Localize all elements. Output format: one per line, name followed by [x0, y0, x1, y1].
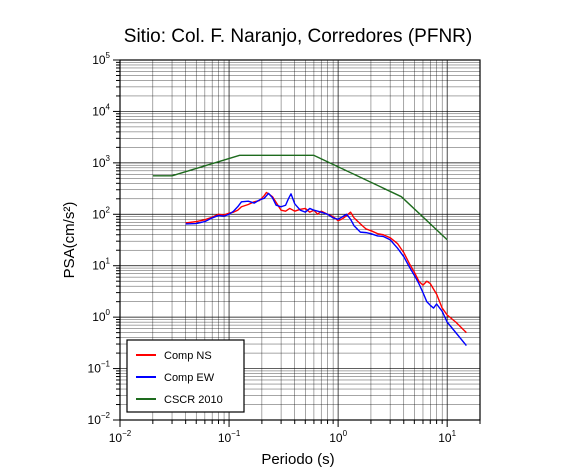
series-line-cscr-2010 — [152, 154, 448, 241]
y-tick-label: 10−2 — [88, 411, 111, 427]
legend-label: Comp NS — [164, 350, 212, 362]
tick-labels: 10−2 10−1 100 101 10−2 10−1 100 101 102 103 104 105 — [88, 51, 457, 445]
y-tick-label: 10−1 — [88, 360, 111, 376]
legend-label: CSCR 2010 — [164, 394, 223, 406]
legend-label: Comp EW — [164, 372, 215, 384]
grid — [120, 60, 480, 420]
y-tick-label: 102 — [92, 205, 110, 221]
ticks — [113, 59, 481, 427]
series-layer — [152, 154, 467, 347]
y-tick-label: 101 — [92, 257, 110, 273]
series-line-comp-ew — [185, 192, 467, 347]
legend: Comp NS Comp EW CSCR 2010 — [126, 339, 245, 413]
series-line-comp-ns — [185, 191, 467, 334]
y-tick-label: 103 — [92, 154, 110, 170]
y-axis-label: PSA(cm/s²) — [61, 202, 78, 279]
y-tick-label: 104 — [92, 102, 110, 118]
y-tick-label: 105 — [92, 51, 110, 67]
x-tick-label: 10−2 — [109, 429, 132, 445]
y-tick-label: 100 — [92, 308, 110, 324]
x-tick-label: 100 — [329, 429, 347, 445]
plot-frame — [119, 59, 481, 421]
chart-title: Sitio: Col. F. Naranjo, Corredores (PFNR… — [124, 26, 472, 47]
x-axis-label: Periodo (s) — [261, 451, 334, 468]
x-tick-label: 10−1 — [218, 429, 241, 445]
x-tick-label: 101 — [438, 429, 456, 445]
